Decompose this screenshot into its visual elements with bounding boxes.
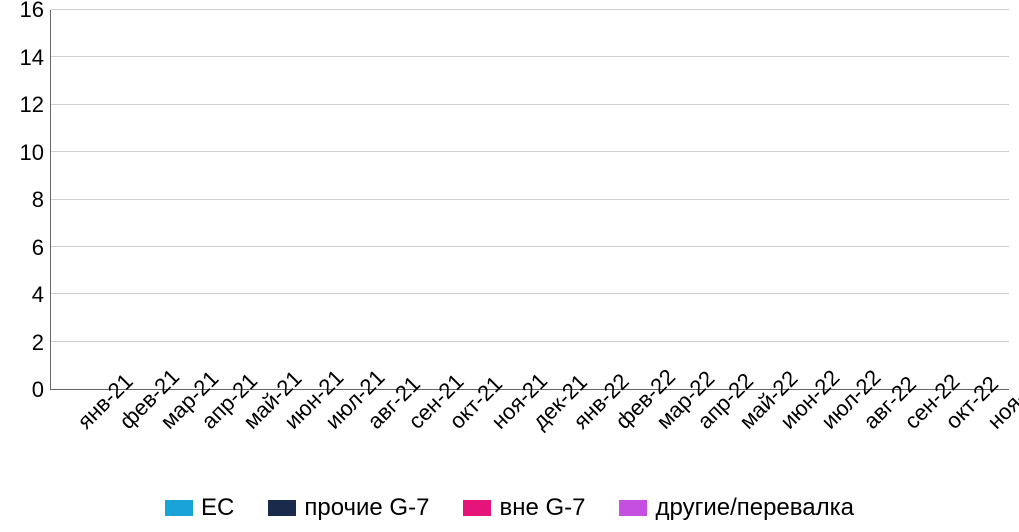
gridline bbox=[51, 56, 1009, 57]
gridline bbox=[51, 9, 1009, 10]
legend-label: вне G-7 bbox=[499, 494, 585, 522]
gridline bbox=[51, 341, 1009, 342]
y-tick-label: 8 bbox=[32, 187, 44, 213]
legend-item: вне G-7 bbox=[463, 494, 585, 522]
legend-label: ЕС bbox=[201, 494, 234, 522]
y-tick-label: 10 bbox=[20, 140, 44, 166]
y-tick-label: 14 bbox=[20, 45, 44, 71]
gridline bbox=[51, 151, 1009, 152]
y-tick-label: 16 bbox=[20, 0, 44, 23]
stacked-bar-chart: 0246810121416 янв-21фев-21мар-21апр-21ма… bbox=[10, 10, 1009, 522]
y-tick-label: 12 bbox=[20, 92, 44, 118]
legend-swatch bbox=[165, 500, 193, 516]
y-tick-label: 2 bbox=[32, 330, 44, 356]
y-tick-label: 4 bbox=[32, 282, 44, 308]
y-tick-label: 0 bbox=[32, 377, 44, 403]
x-axis: янв-21фев-21мар-21апр-21май-21июн-21июл-… bbox=[50, 390, 1009, 422]
bars-container bbox=[51, 10, 1009, 389]
legend-item: ЕС bbox=[165, 494, 234, 522]
legend-swatch bbox=[463, 500, 491, 516]
legend-item: другие/перевалка bbox=[619, 494, 854, 522]
gridline bbox=[51, 199, 1009, 200]
y-tick-label: 6 bbox=[32, 235, 44, 261]
legend-item: прочие G-7 bbox=[268, 494, 429, 522]
x-tick-label: янв-21 bbox=[68, 390, 113, 435]
legend-swatch bbox=[619, 500, 647, 516]
gridline bbox=[51, 246, 1009, 247]
gridline bbox=[51, 104, 1009, 105]
plot-area bbox=[50, 10, 1009, 390]
y-axis: 0246810121416 bbox=[10, 10, 50, 390]
legend-swatch bbox=[268, 500, 296, 516]
legend-label: прочие G-7 bbox=[304, 494, 429, 522]
gridline bbox=[51, 293, 1009, 294]
legend-label: другие/перевалка bbox=[655, 494, 854, 522]
legend: ЕС прочие G-7 вне G-7 другие/перевалка bbox=[10, 494, 1009, 522]
